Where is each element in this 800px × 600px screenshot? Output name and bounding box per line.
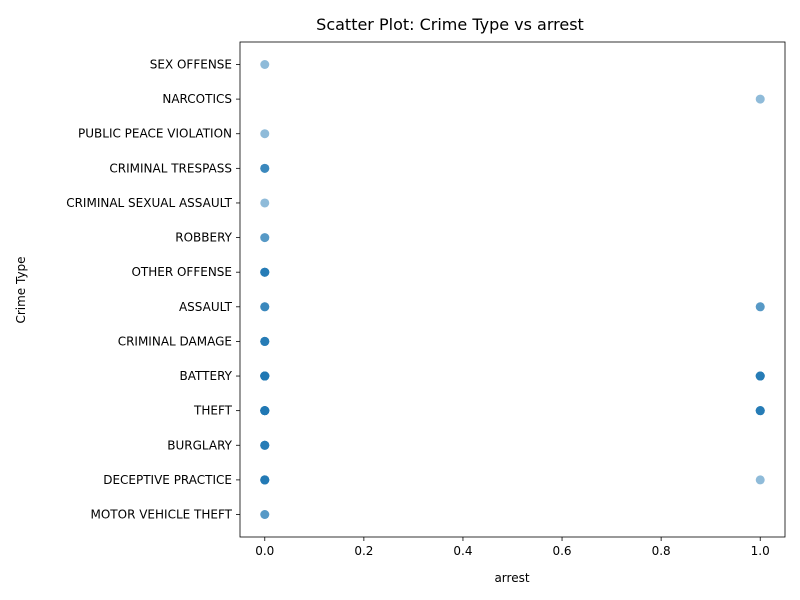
data-point <box>260 163 270 173</box>
x-tick-label: 1.0 <box>751 544 770 558</box>
y-tick-label: BATTERY <box>180 369 233 383</box>
x-tick-label: 0.6 <box>552 544 571 558</box>
data-point <box>755 406 765 416</box>
data-point <box>755 302 765 312</box>
data-point <box>260 60 270 69</box>
data-point <box>755 475 765 485</box>
data-point <box>260 198 270 208</box>
data-point <box>260 267 270 277</box>
data-point <box>260 510 270 519</box>
y-axis-ticks: MOTOR VEHICLE THEFT DECEPTIVE PRACTICE BUR… <box>66 58 240 522</box>
x-tick-label: 0.2 <box>354 544 373 558</box>
y-tick-label: NARCOTICS <box>162 92 232 106</box>
y-tick-label: CRIMINAL DAMAGE <box>118 334 232 348</box>
data-point <box>260 233 270 243</box>
y-tick-label: OTHER OFFENSE <box>131 265 232 279</box>
data-point <box>260 336 270 346</box>
data-point <box>260 129 270 139</box>
y-tick-label: DECEPTIVE PRACTICE <box>103 473 232 487</box>
x-axis-ticks: 0.0 0.2 0.4 0.6 0.8 1.0 <box>255 537 770 558</box>
y-axis-label: Crime Type <box>14 256 28 323</box>
y-tick-label: ROBBERY <box>175 231 232 245</box>
data-point <box>755 94 765 104</box>
x-tick-label: 0.4 <box>453 544 472 558</box>
plot-frame <box>239 41 786 538</box>
y-tick-label: THEFT <box>193 404 233 418</box>
y-tick-label: MOTOR VEHICLE THEFT <box>91 508 233 522</box>
y-tick-label: CRIMINAL SEXUAL ASSAULT <box>66 196 232 210</box>
y-tick-label: BURGLARY <box>167 438 232 452</box>
y-tick-label: CRIMINAL TRESPASS <box>109 161 232 175</box>
y-tick-label: SEX OFFENSE <box>150 58 232 72</box>
x-tick-label: 0.8 <box>652 544 671 558</box>
chart-title: Scatter Plot: Crime Type vs arrest <box>316 15 584 34</box>
y-tick-label: PUBLIC PEACE VIOLATION <box>78 127 232 141</box>
x-axis-label: arrest <box>494 571 529 585</box>
data-point <box>260 302 270 312</box>
data-point <box>260 371 270 381</box>
y-tick-label: ASSAULT <box>179 300 233 314</box>
data-point <box>260 406 270 416</box>
points-layer <box>260 60 765 519</box>
x-tick-label: 0.0 <box>255 544 274 558</box>
data-point <box>755 371 765 381</box>
data-point <box>260 475 270 485</box>
data-point <box>260 440 270 450</box>
